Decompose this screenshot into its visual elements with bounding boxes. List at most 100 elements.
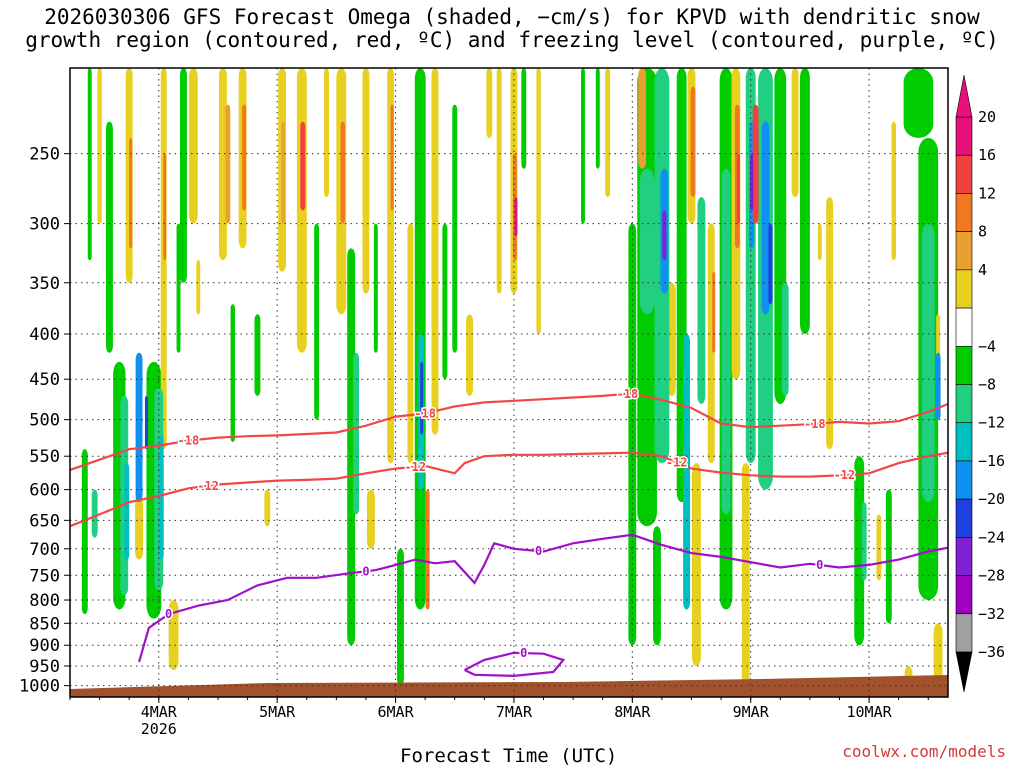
colorbar-bin — [955, 460, 973, 500]
colorbar-label: −8 — [978, 376, 996, 394]
omega-patch — [667, 282, 676, 396]
colorbar-label: 20 — [978, 108, 996, 126]
omega-patch — [921, 223, 935, 503]
omega-patch — [254, 314, 261, 396]
omega-patch — [179, 68, 187, 283]
omega-patch — [87, 68, 92, 261]
colorbar-bin — [955, 384, 973, 424]
omega-patch — [683, 334, 691, 610]
omega-patch — [605, 68, 611, 198]
omega-patch — [761, 121, 770, 315]
plot-layer: -18 -18 -18 -18 -12 -12 -12 -12 0 0 0 0 0 — [70, 68, 948, 697]
omega-patch — [712, 271, 716, 353]
x-tick-label: 10MAR — [847, 703, 893, 721]
omega-patch — [791, 68, 799, 198]
x-tick-label: 4MAR — [141, 703, 178, 721]
omega-patch — [196, 260, 201, 315]
dgz-minus18-contour-line — [70, 392, 948, 471]
colorbar-label: 12 — [978, 184, 996, 202]
colorbar-bin — [955, 193, 973, 232]
omega-patch — [466, 314, 473, 396]
omega-patch — [861, 502, 867, 581]
source-credit[interactable]: coolwx.com/models — [842, 742, 1006, 761]
x-tick-label: 7MAR — [496, 703, 533, 721]
x-tick-label: 6MAR — [377, 703, 414, 721]
y-tick-label: 300 — [29, 215, 60, 235]
dgz-minus12-contour-label: -12 — [834, 468, 856, 482]
omega-patch — [514, 197, 518, 237]
freezing-level-lower-contour-line — [464, 651, 566, 678]
omega-patch — [595, 68, 600, 169]
omega-patch — [826, 197, 834, 450]
omega-patch — [188, 68, 198, 224]
omega-patch — [106, 121, 113, 353]
omega-patch — [124, 463, 130, 560]
title-line-1: 2026030306 GFS Forecast Omega (shaded, −… — [44, 5, 980, 29]
y-tick-label: 800 — [29, 591, 60, 611]
omega-patch — [281, 121, 285, 224]
colorbar-bin — [955, 231, 973, 271]
y-tick-label: 950 — [29, 657, 60, 677]
colorbar-bottom-arrow — [955, 651, 973, 693]
omega-patch — [486, 68, 493, 138]
colorbar-bin — [955, 537, 973, 576]
omega-patch — [638, 68, 647, 169]
omega-patch — [168, 600, 179, 670]
colorbar-label: 16 — [978, 146, 996, 164]
colorbar-bin — [955, 345, 973, 385]
omega-patch — [817, 223, 822, 261]
y-tick-label: 750 — [29, 566, 60, 586]
omega-patch — [264, 489, 271, 527]
colorbar-label: −20 — [978, 490, 1005, 508]
omega-patch — [347, 248, 356, 646]
omega-patch — [690, 86, 696, 198]
omega-patch — [736, 153, 740, 224]
omega-patch — [536, 68, 541, 335]
omega-patch — [314, 223, 320, 420]
omega-patch — [431, 68, 439, 435]
colorbar-bin — [955, 307, 973, 347]
dgz-minus18-contour-label: -18 — [617, 387, 639, 401]
dgz-minus12-contour-line — [70, 451, 948, 528]
omega-patch — [225, 104, 231, 224]
colorbar-label: −28 — [978, 567, 1005, 585]
y-tick-label: 650 — [29, 511, 60, 531]
omega-patch — [390, 104, 394, 211]
colorbar-label: −24 — [978, 528, 1005, 546]
colorbar-label: −36 — [978, 643, 1005, 661]
dgz-minus18-contour-label: -18 — [804, 417, 826, 431]
omega-patch — [933, 623, 943, 682]
x-axis-label: Forecast Time (UTC) — [400, 745, 618, 767]
colorbar-bin — [955, 575, 973, 615]
omega-patch — [324, 68, 329, 198]
omega-patch — [903, 68, 934, 138]
omega-patch — [135, 352, 143, 503]
x-tick-label: 9MAR — [733, 703, 770, 721]
colorbar-bin — [955, 498, 973, 538]
omega-patch — [768, 223, 773, 305]
colorbar-label: 4 — [978, 261, 987, 279]
freezing-level-contour-line — [138, 533, 948, 663]
omega-patch — [521, 68, 527, 169]
title-line-2: growth region (contoured, red, ºC) and f… — [25, 28, 999, 52]
y-tick-label: 900 — [29, 636, 60, 656]
y-tick-label: 700 — [29, 540, 60, 560]
omega-patch — [242, 104, 247, 211]
terrain — [70, 675, 948, 697]
omega-patch — [452, 104, 458, 353]
colorbar-bin — [955, 422, 973, 462]
y-tick-label: 500 — [29, 411, 60, 431]
omega-patch — [885, 489, 892, 624]
colorbar-label: −4 — [978, 337, 996, 355]
omega-patch — [854, 456, 865, 646]
omega-patch — [741, 463, 750, 686]
dgz-minus12-contour-label: -12 — [197, 479, 219, 493]
plot-background — [70, 68, 948, 697]
y-tick-label: 350 — [29, 274, 60, 294]
omega-patch — [129, 137, 133, 249]
omega-patch — [581, 68, 585, 224]
omega-patch — [800, 68, 810, 335]
omega-patch — [876, 514, 882, 581]
omega-patch — [81, 449, 88, 615]
freezing-level-contour-label: 0 — [816, 558, 823, 572]
